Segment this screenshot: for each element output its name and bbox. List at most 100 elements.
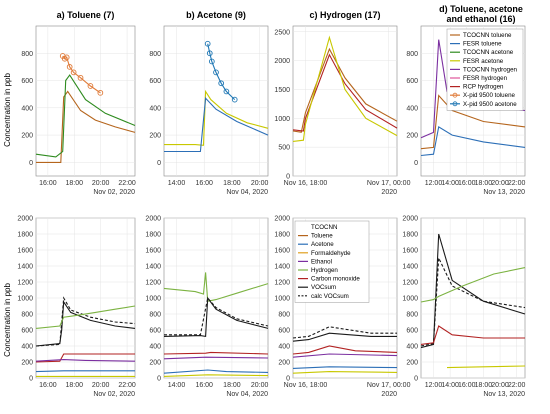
data-point <box>70 69 77 76</box>
chart-panel-5: 0 200 400 600 800 1000 1200 1400 1600 1800 2000 14:… <box>145 216 268 399</box>
legend-marker <box>452 101 458 107</box>
data-point <box>204 40 211 47</box>
legend-entry: TCOCNN <box>311 224 337 231</box>
data-point <box>66 64 73 70</box>
series-line-4 <box>446 365 526 369</box>
y-tick-label: 1800 <box>145 232 161 239</box>
x-tick-label: 20:00 <box>491 180 509 187</box>
y-tick-label: 0 <box>157 376 161 383</box>
y-tick-label: 1200 <box>274 280 290 287</box>
y-tick-label: 1600 <box>17 248 33 255</box>
series-line-1 <box>163 296 269 338</box>
series-line-0 <box>420 233 526 349</box>
y-tick-label: 800 <box>149 51 161 58</box>
y-tick-label: 200 <box>278 360 290 367</box>
y-tick-label: 1400 <box>402 264 418 271</box>
legend-entry: VOCsum <box>311 284 336 291</box>
y-tick-label: 200 <box>149 133 161 140</box>
x-tick-label: 16:00 <box>195 382 213 389</box>
chart-panel-3: 0 200 400 600 800 12:00 14:00 16:00 18:00 20:00 22… <box>406 4 525 196</box>
legend-marker <box>452 92 458 98</box>
series-line-2 <box>164 296 269 336</box>
y-axis-label-bottom: Concentration in ppb <box>3 283 12 357</box>
series-line-1 <box>420 255 526 347</box>
series-line-2 <box>420 126 526 157</box>
x-tick-label: 20:00 <box>491 382 509 389</box>
x-tick-label: 22:00 <box>118 382 136 389</box>
x-tick-label: 22:00 <box>508 180 526 187</box>
y-tick-label: 1600 <box>402 248 418 255</box>
chart-panel-0: 0 200 400 600 800 16:00 18:00 20:00 22:00 Nov 02,… <box>21 10 136 196</box>
legend-entry: Toluene <box>311 233 333 240</box>
series-line-5 <box>35 370 135 373</box>
series-line-4 <box>35 359 136 362</box>
y-tick-label: 1800 <box>402 232 418 239</box>
y-tick-label: 2000 <box>274 58 290 65</box>
x-tick-label: 12:00 <box>425 180 443 187</box>
series-line-1 <box>420 94 526 150</box>
chart-panel-1: 0 200 400 600 800 14:00 16:00 18:00 20:00 Nov 04,… <box>149 10 268 196</box>
series-line-1 <box>164 97 269 153</box>
y-tick-label: 1400 <box>274 264 290 271</box>
series-line-3 <box>35 353 135 363</box>
y-tick-label: 1200 <box>402 280 418 287</box>
x-tick-label: 18:00 <box>66 180 84 187</box>
date-label: Nov 02, 2020 <box>93 391 135 398</box>
x-tick-label: 14:00 <box>441 382 459 389</box>
x-tick-label: 18:00 <box>475 382 493 389</box>
data-point <box>223 88 230 95</box>
y-tick-label: 1600 <box>145 248 161 255</box>
x-tick-label: 18:00 <box>66 382 84 389</box>
data-point <box>231 96 238 103</box>
y-tick-label: 2500 <box>274 29 290 36</box>
series-line-1 <box>35 296 136 347</box>
x-tick-label: 14:00 <box>168 382 186 389</box>
series-line-2 <box>292 345 398 355</box>
y-tick-label: 1800 <box>17 232 33 239</box>
y-tick-label: 800 <box>278 312 290 319</box>
y-tick-label: 0 <box>157 160 161 167</box>
series-line-3 <box>292 353 398 358</box>
panel-title-line2: and ethanol (16) <box>446 14 515 24</box>
y-tick-label: 1000 <box>402 296 418 303</box>
series-line-3 <box>163 351 269 355</box>
series-line-1 <box>35 74 136 158</box>
data-point <box>218 80 225 87</box>
y-tick-label: 2000 <box>145 216 161 223</box>
date-label: 2020 <box>381 391 397 398</box>
data-point <box>97 89 104 96</box>
y-tick-label: 1400 <box>17 264 33 271</box>
data-point <box>87 83 94 89</box>
x-tick-label: 14:00 <box>441 180 459 187</box>
y-tick-label: 800 <box>21 51 33 58</box>
y-tick-label: 2000 <box>402 216 418 223</box>
y-tick-label: 0 <box>286 376 290 383</box>
data-point <box>213 69 219 76</box>
series-line-5 <box>292 371 398 374</box>
y-tick-label: 1200 <box>17 280 33 287</box>
date-label: Nov 02, 2020 <box>93 189 135 196</box>
date-label: Nov 04, 2020 <box>226 189 268 196</box>
y-tick-label: 200 <box>21 360 33 367</box>
x-tick-label: 16:00 <box>39 382 57 389</box>
data-point <box>208 58 215 65</box>
y-tick-label: 600 <box>21 328 33 335</box>
legend-entry: TCOCNN hydrogen <box>463 66 518 73</box>
x-tick-label: 22:00 <box>508 382 526 389</box>
x-tick-label: 20:00 <box>92 382 110 389</box>
chart-panel-7: 0 200 400 600 800 1000 1200 1400 1600 1800 2000 12:… <box>402 216 525 399</box>
y-tick-label: 1800 <box>274 232 290 239</box>
y-tick-label: 600 <box>406 78 418 85</box>
legend-entry: X-pid 9500 acetone <box>463 101 517 108</box>
panel-title: d) Toluene, acetone <box>439 4 523 14</box>
data-point <box>77 74 84 81</box>
chart-panel-4: 0 200 400 600 800 1000 1200 1400 1600 1800 2000 16:… <box>17 216 136 399</box>
y-tick-label: 1400 <box>145 264 161 271</box>
y-tick-label: 400 <box>149 105 161 112</box>
x-tick-label: 16:00 <box>39 180 57 187</box>
x-tick-label: Nov 17, 00:00 <box>367 382 411 389</box>
y-tick-label: 400 <box>21 344 33 351</box>
x-tick-label: 12:00 <box>425 382 443 389</box>
series-line-2 <box>420 267 526 303</box>
